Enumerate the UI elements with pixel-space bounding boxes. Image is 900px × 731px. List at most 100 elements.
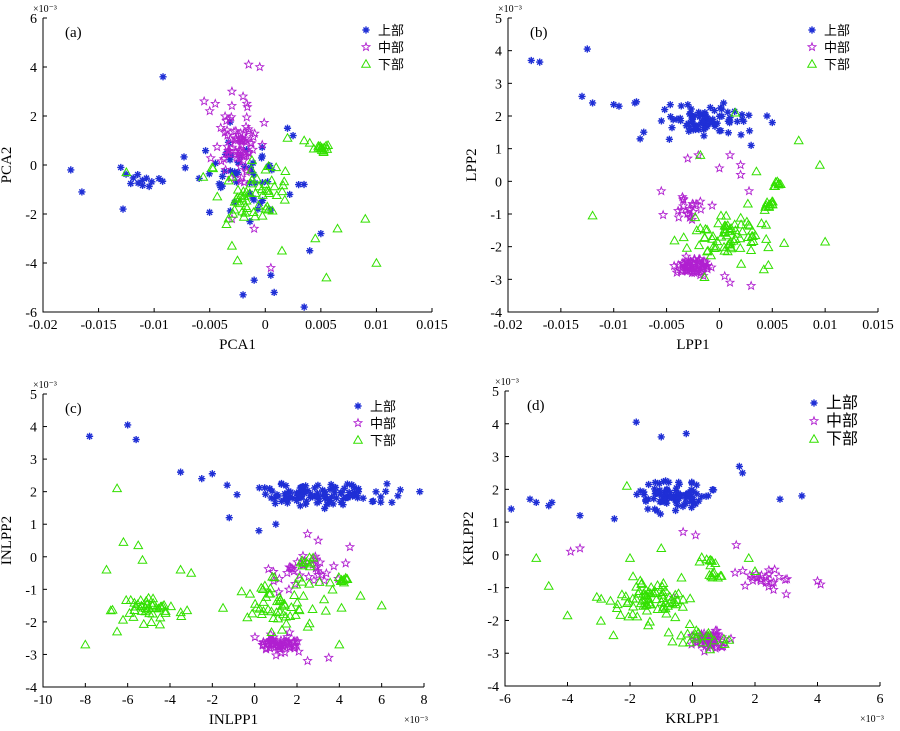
- data-point: [269, 572, 280, 582]
- data-point: [615, 609, 626, 619]
- x-tick-label: 0.015: [416, 318, 448, 333]
- x-axis-label: INLPP1: [209, 712, 258, 728]
- data-point: [264, 642, 276, 653]
- y-exponent-label: ×10⁻³: [33, 380, 57, 391]
- data-point: [281, 618, 292, 628]
- data-point: [377, 493, 385, 501]
- data-point: [644, 597, 655, 607]
- data-point: [302, 500, 310, 508]
- data-point: [240, 121, 252, 132]
- data-point: [286, 601, 297, 612]
- data-point: [737, 226, 748, 236]
- data-point: [724, 108, 732, 116]
- data-point: [295, 181, 303, 189]
- data-point: [666, 488, 674, 497]
- x-axis-label: PCA1: [219, 337, 256, 353]
- data-point: [644, 505, 652, 513]
- data-point: [208, 470, 216, 478]
- x-tick-label: 6: [378, 693, 385, 708]
- data-point: [296, 502, 304, 510]
- data-point: [138, 181, 147, 190]
- data-point: [119, 205, 127, 213]
- data-point: [175, 564, 186, 574]
- data-point: [327, 480, 335, 489]
- data-point: [264, 178, 272, 186]
- legend-marker: [808, 415, 820, 426]
- data-point: [722, 246, 733, 256]
- data-point: [127, 179, 135, 188]
- data-point: [688, 478, 696, 486]
- data-point: [671, 506, 680, 515]
- data-point: [292, 635, 303, 646]
- data-point: [703, 627, 714, 637]
- data-point: [218, 153, 230, 164]
- data-point: [388, 498, 396, 507]
- data-point: [715, 210, 727, 220]
- data-point: [741, 216, 753, 226]
- data-point: [695, 203, 706, 214]
- data-point: [263, 563, 274, 574]
- data-point: [181, 605, 193, 615]
- data-point: [249, 194, 257, 202]
- data-point: [709, 243, 720, 253]
- data-point: [250, 276, 258, 284]
- data-point: [272, 520, 280, 528]
- data-point: [640, 128, 648, 136]
- data-point: [749, 565, 761, 575]
- data-point: [712, 572, 724, 582]
- data-point: [376, 600, 387, 610]
- legend-marker: [354, 402, 362, 410]
- data-point: [674, 489, 682, 497]
- data-point: [217, 602, 229, 612]
- data-point: [746, 236, 757, 246]
- data-point: [668, 260, 680, 271]
- data-point: [312, 535, 324, 545]
- data-point: [243, 146, 254, 157]
- data-point: [327, 584, 338, 594]
- data-point: [156, 601, 167, 611]
- data-point: [325, 577, 336, 587]
- data-point: [707, 231, 719, 241]
- data-point: [636, 487, 644, 495]
- data-point: [271, 607, 282, 617]
- data-point: [642, 497, 650, 505]
- legend-label: 中部: [378, 41, 404, 56]
- data-point: [255, 527, 263, 535]
- data-point: [232, 255, 243, 265]
- data-point: [311, 561, 322, 572]
- data-point: [258, 143, 266, 151]
- data-point: [138, 176, 146, 184]
- data-point: [226, 118, 234, 126]
- data-point: [283, 124, 292, 132]
- data-point: [223, 148, 235, 159]
- y-tick-label: 3: [495, 77, 502, 92]
- data-point: [201, 147, 210, 155]
- data-point: [763, 568, 775, 579]
- data-point: [268, 487, 276, 495]
- data-point: [67, 166, 75, 174]
- data-point: [680, 501, 688, 509]
- data-point: [237, 90, 249, 101]
- x-tick-label: -8: [79, 693, 91, 708]
- x-tick-label: 2: [294, 693, 301, 708]
- data-point: [673, 211, 684, 222]
- y-tick-label: -1: [487, 582, 499, 597]
- data-point: [670, 589, 681, 599]
- data-point: [699, 232, 710, 242]
- data-point: [716, 231, 727, 241]
- data-point: [526, 495, 534, 503]
- data-point: [304, 487, 312, 495]
- data-point: [631, 99, 639, 107]
- data-point: [765, 199, 776, 209]
- data-point: [302, 528, 313, 539]
- data-point: [759, 204, 770, 214]
- data-point: [677, 601, 688, 611]
- data-point: [118, 536, 129, 546]
- x-tick-label: 0.015: [862, 318, 894, 333]
- data-point: [536, 58, 544, 66]
- data-point: [320, 605, 331, 615]
- data-point: [211, 159, 220, 167]
- data-point: [704, 644, 716, 654]
- data-point: [686, 122, 694, 131]
